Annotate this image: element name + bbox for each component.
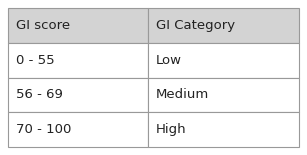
Bar [148,8,299,43]
Bar [8,78,148,112]
Text: High: High [156,123,187,136]
Text: Low: Low [156,54,182,67]
Text: GI Category: GI Category [156,19,235,32]
Text: 56 - 69: 56 - 69 [16,88,63,101]
Bar [8,112,148,147]
Bar [148,43,299,78]
Text: GI score: GI score [16,19,70,32]
Text: 70 - 100: 70 - 100 [16,123,71,136]
Bar [148,112,299,147]
Bar [8,8,148,43]
Text: Medium: Medium [156,88,209,101]
Bar [148,78,299,112]
Bar [8,43,148,78]
Text: 0 - 55: 0 - 55 [16,54,55,67]
